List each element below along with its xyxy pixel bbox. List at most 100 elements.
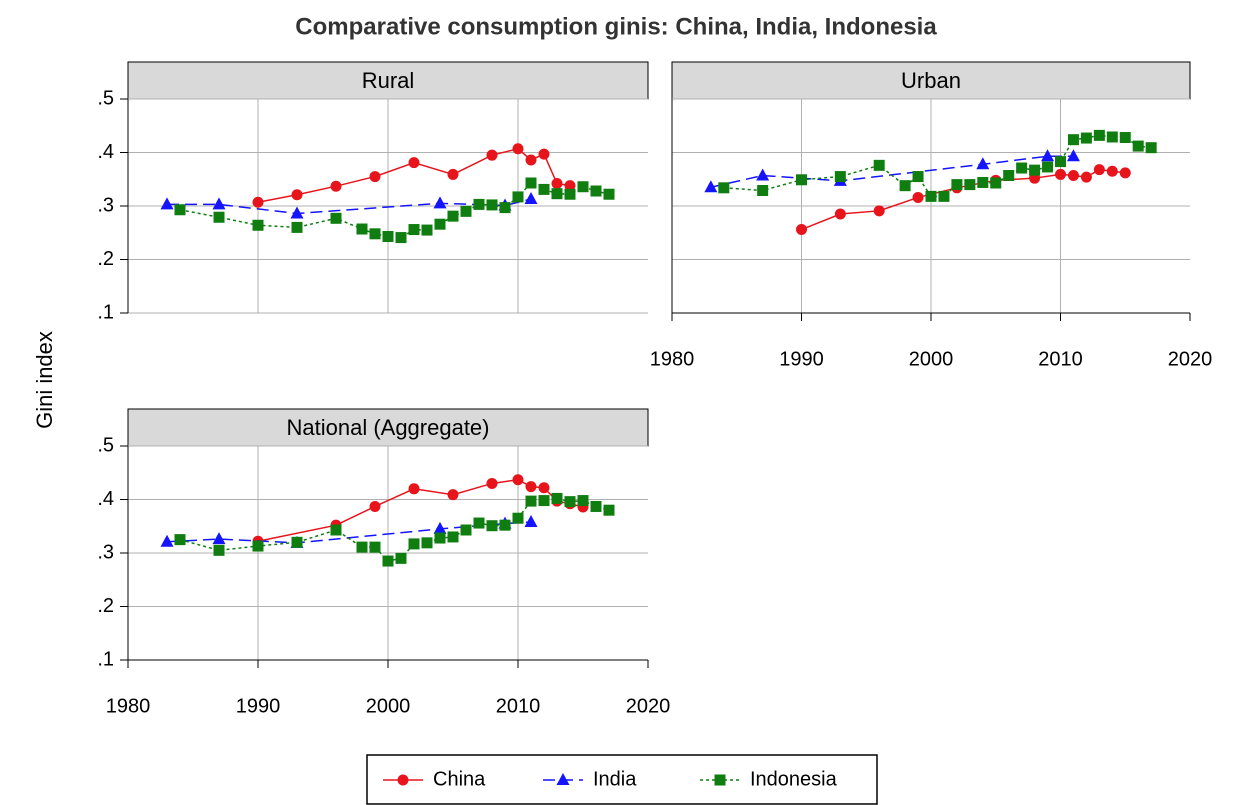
marker [796, 174, 807, 186]
marker [1106, 131, 1118, 143]
marker [486, 199, 498, 211]
y-tick-label: .2 [97, 595, 114, 617]
y-tick-label: .1 [97, 301, 114, 323]
marker [577, 495, 589, 507]
marker [1119, 167, 1131, 179]
marker [408, 483, 420, 495]
marker [1080, 171, 1092, 183]
marker [1132, 140, 1144, 152]
marker [252, 540, 264, 552]
marker [252, 219, 264, 231]
marker [873, 205, 885, 217]
marker [291, 189, 303, 201]
legend-label: Indonesia [750, 768, 838, 790]
marker [564, 188, 576, 200]
marker [486, 149, 498, 161]
legend-label: China [433, 768, 486, 790]
strip [127, 408, 649, 447]
marker [1093, 164, 1105, 176]
marker [512, 512, 524, 524]
marker [951, 179, 963, 191]
marker [603, 504, 615, 516]
marker [757, 184, 769, 196]
marker [990, 177, 1002, 189]
legend-box [366, 754, 878, 805]
x-tick-label: 2000 [366, 695, 411, 717]
series-line [710, 155, 1074, 189]
marker [1093, 129, 1105, 141]
marker [382, 230, 394, 242]
x-tick-label: 2020 [626, 695, 671, 717]
marker [538, 183, 550, 195]
marker [834, 171, 846, 183]
marker [330, 180, 342, 192]
marker [564, 180, 576, 192]
marker [434, 532, 446, 544]
marker [834, 208, 846, 220]
marker [964, 179, 976, 191]
series-line [723, 134, 1152, 198]
marker [499, 202, 511, 214]
marker [330, 524, 342, 536]
marker [369, 228, 381, 240]
marker [756, 168, 770, 181]
marker [1055, 156, 1066, 168]
marker [421, 537, 433, 549]
marker [1080, 132, 1092, 144]
marker [395, 552, 407, 564]
marker [912, 171, 924, 183]
x-tick-label: 2020 [1168, 348, 1213, 370]
marker [512, 143, 524, 155]
marker [447, 210, 459, 222]
marker [408, 538, 420, 550]
marker [1042, 161, 1054, 173]
y-tick-label: .4 [97, 141, 114, 163]
marker [433, 521, 447, 534]
marker [160, 534, 174, 547]
marker [590, 500, 602, 512]
marker [525, 177, 537, 189]
marker [460, 524, 472, 536]
marker [1106, 165, 1118, 177]
marker [1067, 134, 1079, 146]
marker [397, 774, 409, 786]
marker [330, 212, 342, 224]
x-tick-label: 2010 [496, 695, 541, 717]
marker [356, 223, 368, 235]
marker [1016, 162, 1028, 174]
marker [590, 185, 602, 197]
marker [486, 520, 498, 532]
marker [174, 204, 186, 216]
marker [925, 190, 937, 202]
marker [408, 157, 420, 169]
marker [538, 148, 550, 160]
y-tick-label: .1 [97, 648, 114, 670]
x-tick-label: 2010 [1038, 348, 1083, 370]
marker [551, 188, 563, 200]
y-tick-label: .4 [97, 488, 114, 510]
marker [174, 534, 186, 546]
marker [1145, 142, 1157, 154]
x-tick-label: 2000 [909, 348, 954, 370]
marker [912, 191, 924, 203]
marker [796, 224, 807, 236]
marker [938, 190, 950, 202]
legend-label: India [593, 768, 637, 790]
y-tick-label: .3 [97, 194, 114, 216]
marker [382, 555, 394, 567]
marker [421, 224, 433, 236]
marker [434, 218, 446, 230]
marker [369, 541, 381, 553]
panel-title: Urban [901, 68, 961, 93]
marker [160, 197, 174, 210]
marker [873, 159, 885, 171]
marker [408, 224, 420, 236]
x-tick-label: 1980 [106, 695, 151, 717]
marker [714, 774, 726, 786]
y-axis-label: Gini index [32, 331, 57, 429]
marker [290, 206, 304, 219]
marker [473, 198, 485, 210]
marker [525, 495, 537, 507]
panel-title: Rural [362, 68, 415, 93]
marker [369, 171, 381, 183]
